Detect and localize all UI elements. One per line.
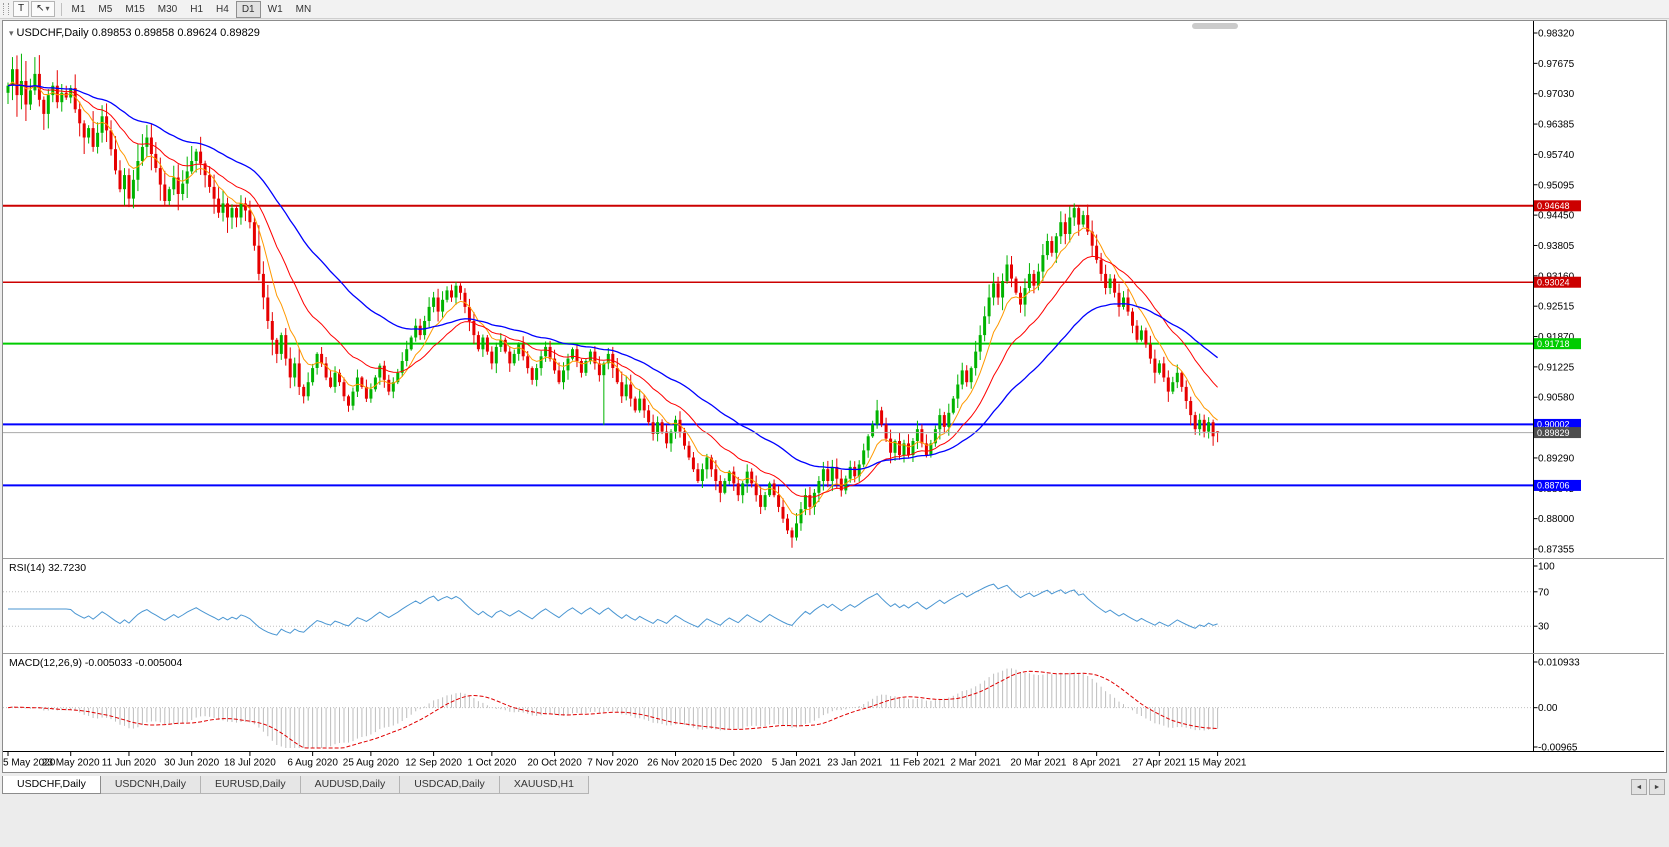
svg-text:5 May 2020: 5 May 2020 <box>3 758 56 769</box>
svg-text:0.98320: 0.98320 <box>1538 29 1575 40</box>
chevron-down-icon: ▾ <box>45 4 50 13</box>
svg-text:0.88000: 0.88000 <box>1538 514 1575 525</box>
svg-text:0.92515: 0.92515 <box>1538 302 1575 313</box>
svg-text:0.87355: 0.87355 <box>1538 545 1575 556</box>
svg-text:0.95095: 0.95095 <box>1538 180 1575 191</box>
svg-text:70: 70 <box>1538 587 1550 598</box>
svg-text:0.93805: 0.93805 <box>1538 241 1575 252</box>
svg-text:-0.00965: -0.00965 <box>1538 743 1578 754</box>
chart-tabs: USDCHF,Daily USDCNH,Daily EURUSD,Daily AUDU… <box>2 776 1665 798</box>
svg-text:12 Sep 2020: 12 Sep 2020 <box>405 758 462 769</box>
svg-text:18 Jul 2020: 18 Jul 2020 <box>224 758 276 769</box>
svg-text:0.93024: 0.93024 <box>1537 277 1570 287</box>
svg-text:0.89290: 0.89290 <box>1538 453 1575 464</box>
chart-scrollbar-thumb[interactable] <box>1192 23 1238 29</box>
svg-text:2 Mar 2021: 2 Mar 2021 <box>950 758 1001 769</box>
chart-ohlc-header: ▾ USDCHF,Daily 0.89853 0.89858 0.89624 0.… <box>9 27 260 39</box>
tool-buttons: T ↖ ▾ <box>13 1 57 17</box>
tabs-scroll-left-icon[interactable]: ◄ <box>1631 779 1647 795</box>
macd-header: MACD(12,26,9) -0.005033 -0.005004 <box>9 657 183 669</box>
svg-text:0.90002: 0.90002 <box>1537 420 1570 430</box>
templates-button[interactable]: T <box>13 1 30 17</box>
timeframe-buttons: M1 M5 M15 M30 H1 H4 D1 W1 MN <box>66 0 319 18</box>
collapse-arrow-icon[interactable]: ▾ <box>9 28 14 38</box>
cursor-button[interactable]: ↖ ▾ <box>31 1 55 17</box>
timeframe-m30[interactable]: M30 <box>157 3 178 15</box>
svg-text:15 May 2021: 15 May 2021 <box>1189 758 1247 769</box>
timeframe-w1[interactable]: W1 <box>267 3 283 15</box>
templates-icon: T <box>18 3 25 14</box>
toolbar-grip[interactable] <box>3 3 9 15</box>
svg-text:11 Jun 2020: 11 Jun 2020 <box>102 758 157 769</box>
svg-text:100: 100 <box>1538 562 1555 573</box>
svg-text:0.91870: 0.91870 <box>1538 332 1575 343</box>
timeframe-h1[interactable]: H1 <box>190 3 204 15</box>
svg-text:0.91225: 0.91225 <box>1538 362 1575 373</box>
chart-tab-xauusd-h1[interactable]: XAUUSD,H1 <box>498 776 589 794</box>
toolbar-separator <box>60 2 62 16</box>
timeframe-m1[interactable]: M1 <box>71 3 86 15</box>
svg-text:6 Aug 2020: 6 Aug 2020 <box>287 758 338 769</box>
svg-text:0.95740: 0.95740 <box>1538 150 1575 161</box>
svg-text:7 Nov 2020: 7 Nov 2020 <box>587 758 639 769</box>
timeframe-m15[interactable]: M15 <box>125 3 145 15</box>
svg-text:30: 30 <box>1538 622 1550 633</box>
svg-text:26 Nov 2020: 26 Nov 2020 <box>647 758 704 769</box>
timeframe-toolbar: T ↖ ▾ M1 M5 M15 M30 H1 H4 D1 W1 MN <box>0 0 1669 19</box>
svg-text:15 Dec 2020: 15 Dec 2020 <box>705 758 762 769</box>
chart-tab-usdchf-daily[interactable]: USDCHF,Daily <box>2 776 101 794</box>
svg-text:25 Aug 2020: 25 Aug 2020 <box>343 758 400 769</box>
svg-text:5 Jan 2021: 5 Jan 2021 <box>772 758 822 769</box>
svg-text:1 Oct 2020: 1 Oct 2020 <box>467 758 516 769</box>
svg-text:27 Apr 2021: 27 Apr 2021 <box>1132 758 1186 769</box>
tabs-scroll-right-icon[interactable]: ► <box>1649 779 1665 795</box>
chart-window <box>2 20 1667 773</box>
chart-tab-usdcnh-daily[interactable]: USDCNH,Daily <box>99 776 202 794</box>
tab-scroll-buttons: ◄ ► <box>1631 779 1665 795</box>
ohlc-text: USDCHF,Daily 0.89853 0.89858 0.89624 0.8… <box>16 27 260 39</box>
svg-text:20 Oct 2020: 20 Oct 2020 <box>527 758 582 769</box>
svg-text:30 Jun 2020: 30 Jun 2020 <box>164 758 219 769</box>
svg-text:0.88706: 0.88706 <box>1537 481 1570 491</box>
svg-text:8 Apr 2021: 8 Apr 2021 <box>1072 758 1121 769</box>
svg-text:0.94450: 0.94450 <box>1538 211 1575 222</box>
svg-text:0.94648: 0.94648 <box>1537 201 1570 211</box>
svg-text:0.00: 0.00 <box>1538 703 1558 714</box>
cursor-icon: ↖ <box>36 3 45 14</box>
svg-text:0.90580: 0.90580 <box>1538 393 1575 404</box>
svg-text:0.89829: 0.89829 <box>1537 428 1570 438</box>
svg-text:0.010933: 0.010933 <box>1538 658 1580 669</box>
chart-tab-usdcad-daily[interactable]: USDCAD,Daily <box>399 776 500 794</box>
timeframe-d1[interactable]: D1 <box>235 0 261 18</box>
svg-text:0.91718: 0.91718 <box>1537 339 1570 349</box>
svg-text:0.97675: 0.97675 <box>1538 59 1575 70</box>
svg-text:11 Feb 2021: 11 Feb 2021 <box>890 758 946 769</box>
svg-text:0.97030: 0.97030 <box>1538 89 1575 100</box>
svg-text:23 May 2020: 23 May 2020 <box>42 758 100 769</box>
svg-text:0.96385: 0.96385 <box>1538 120 1575 131</box>
rsi-header: RSI(14) 32.7230 <box>9 562 87 574</box>
timeframe-h4[interactable]: H4 <box>216 3 229 15</box>
timeframe-mn[interactable]: MN <box>295 3 312 15</box>
chart-tab-audusd-daily[interactable]: AUDUSD,Daily <box>299 776 401 794</box>
svg-text:20 Mar 2021: 20 Mar 2021 <box>1010 758 1067 769</box>
svg-text:23 Jan 2021: 23 Jan 2021 <box>827 758 882 769</box>
timeframe-m5[interactable]: M5 <box>98 3 113 15</box>
chart-tab-eurusd-daily[interactable]: EURUSD,Daily <box>200 776 301 794</box>
